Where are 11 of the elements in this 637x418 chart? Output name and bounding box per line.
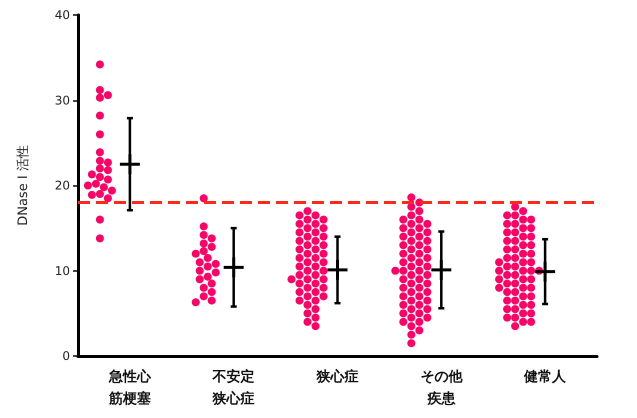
x-tick-label: 急性心筋梗塞 (108, 368, 152, 407)
y-tick-label: 30 (54, 93, 70, 108)
x-tick-label: 健常人 (523, 369, 568, 385)
x-tick-label: その他疾患 (420, 369, 464, 407)
y-tick-label: 40 (54, 8, 70, 22)
y-tick-label: 10 (54, 264, 70, 278)
y-axis-title: DNase I 活性 (16, 145, 31, 226)
x-tick-label: 狭心症 (316, 368, 358, 385)
y-tick-label: 20 (54, 178, 70, 192)
x-tick-label: 不安定狭心症 (212, 368, 255, 407)
y-tick-label: 0 (62, 349, 70, 363)
